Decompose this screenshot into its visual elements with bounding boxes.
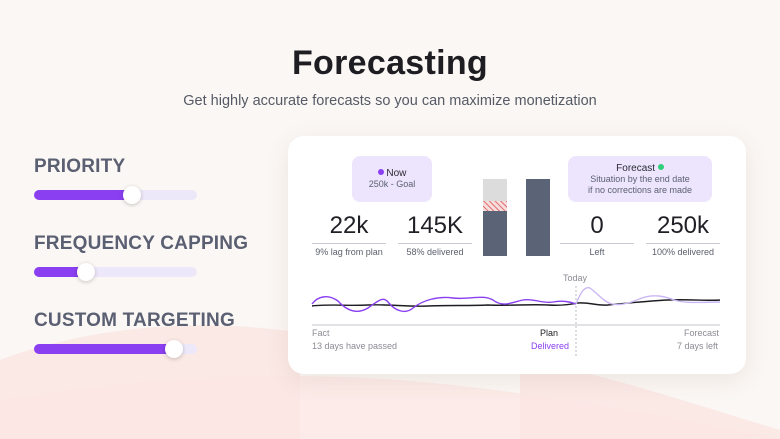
- stat-delivered-value: 145K: [406, 212, 464, 239]
- plan-line: [311, 299, 721, 307]
- priority-control: PRIORITY: [34, 156, 274, 204]
- forecast-sub-label: 7 days left: [677, 341, 719, 351]
- plan-sub-label: Delivered: [531, 341, 570, 351]
- now-pill-sub: 250k - Goal: [368, 179, 416, 189]
- today-label: Today: [563, 273, 588, 283]
- stat-left: 0 Left: [560, 212, 634, 257]
- custom-targeting-slider[interactable]: [34, 340, 197, 358]
- page-subtitle: Get highly accurate forecasts so you can…: [183, 93, 597, 109]
- custom-targeting-slider-thumb[interactable]: [165, 340, 184, 358]
- progress-bar-now: [483, 179, 507, 256]
- stat-forecast-delivered-value: 250k: [656, 212, 710, 239]
- now-dot-icon: [377, 169, 384, 175]
- page-title: Forecasting: [291, 44, 488, 82]
- frequency-capping-slider-fill: [34, 267, 87, 277]
- now-pill-title: Now: [386, 168, 407, 179]
- stat-forecast-delivered: 250k 100% delivered: [646, 212, 720, 257]
- frequency-capping-label: FREQUENCY CAPPING: [34, 233, 249, 254]
- stat-lag-value: 22k: [329, 212, 369, 239]
- lag-hatch: [483, 201, 507, 211]
- forecast-label: Forecast: [684, 328, 720, 338]
- forecast-pill-title: Forecast: [616, 163, 656, 174]
- custom-targeting-control: CUSTOM TARGETING: [34, 310, 274, 358]
- fact-label: Fact: [312, 328, 330, 338]
- forecast-pill: Forecast Situation by the end date if no…: [568, 156, 712, 202]
- forecast-dot-icon: [657, 164, 664, 170]
- stat-left-caption: Left: [589, 247, 605, 257]
- priority-slider-thumb[interactable]: [122, 186, 141, 204]
- stat-forecast-delivered-caption: 100% delivered: [651, 247, 715, 257]
- priority-slider-fill: [34, 190, 132, 200]
- progress-bar-forecast: [526, 179, 550, 256]
- forecast-pill-sub1: Situation by the end date: [590, 174, 690, 184]
- timeline-chart: [311, 286, 721, 356]
- now-pill: Now 250k - Goal: [352, 156, 432, 202]
- custom-targeting-slider-fill: [34, 344, 175, 354]
- fact-line: [311, 296, 577, 313]
- priority-label: PRIORITY: [34, 156, 126, 177]
- plan-label: Plan: [540, 328, 559, 338]
- stat-delivered-caption: 58% delivered: [406, 247, 464, 257]
- frequency-capping-control: FREQUENCY CAPPING: [34, 233, 274, 281]
- frequency-capping-slider[interactable]: [34, 263, 197, 281]
- frequency-capping-slider-thumb[interactable]: [77, 263, 96, 281]
- priority-slider[interactable]: [34, 186, 197, 204]
- stat-lag-caption: 9% lag from plan: [315, 247, 383, 257]
- fact-sub-label: 13 days have passed: [312, 341, 398, 351]
- stat-lag: 22k 9% lag from plan: [312, 212, 386, 257]
- stat-left-value: 0: [590, 212, 604, 239]
- forecast-card: Now 250k - Goal Forecast Situation by th…: [288, 136, 746, 374]
- forecast-line: [575, 287, 721, 306]
- progress-bar-remaining: [483, 179, 507, 201]
- forecast-pill-sub2: if no corrections are made: [587, 185, 693, 195]
- custom-targeting-label: CUSTOM TARGETING: [34, 310, 235, 331]
- stat-delivered: 145K 58% delivered: [398, 212, 472, 257]
